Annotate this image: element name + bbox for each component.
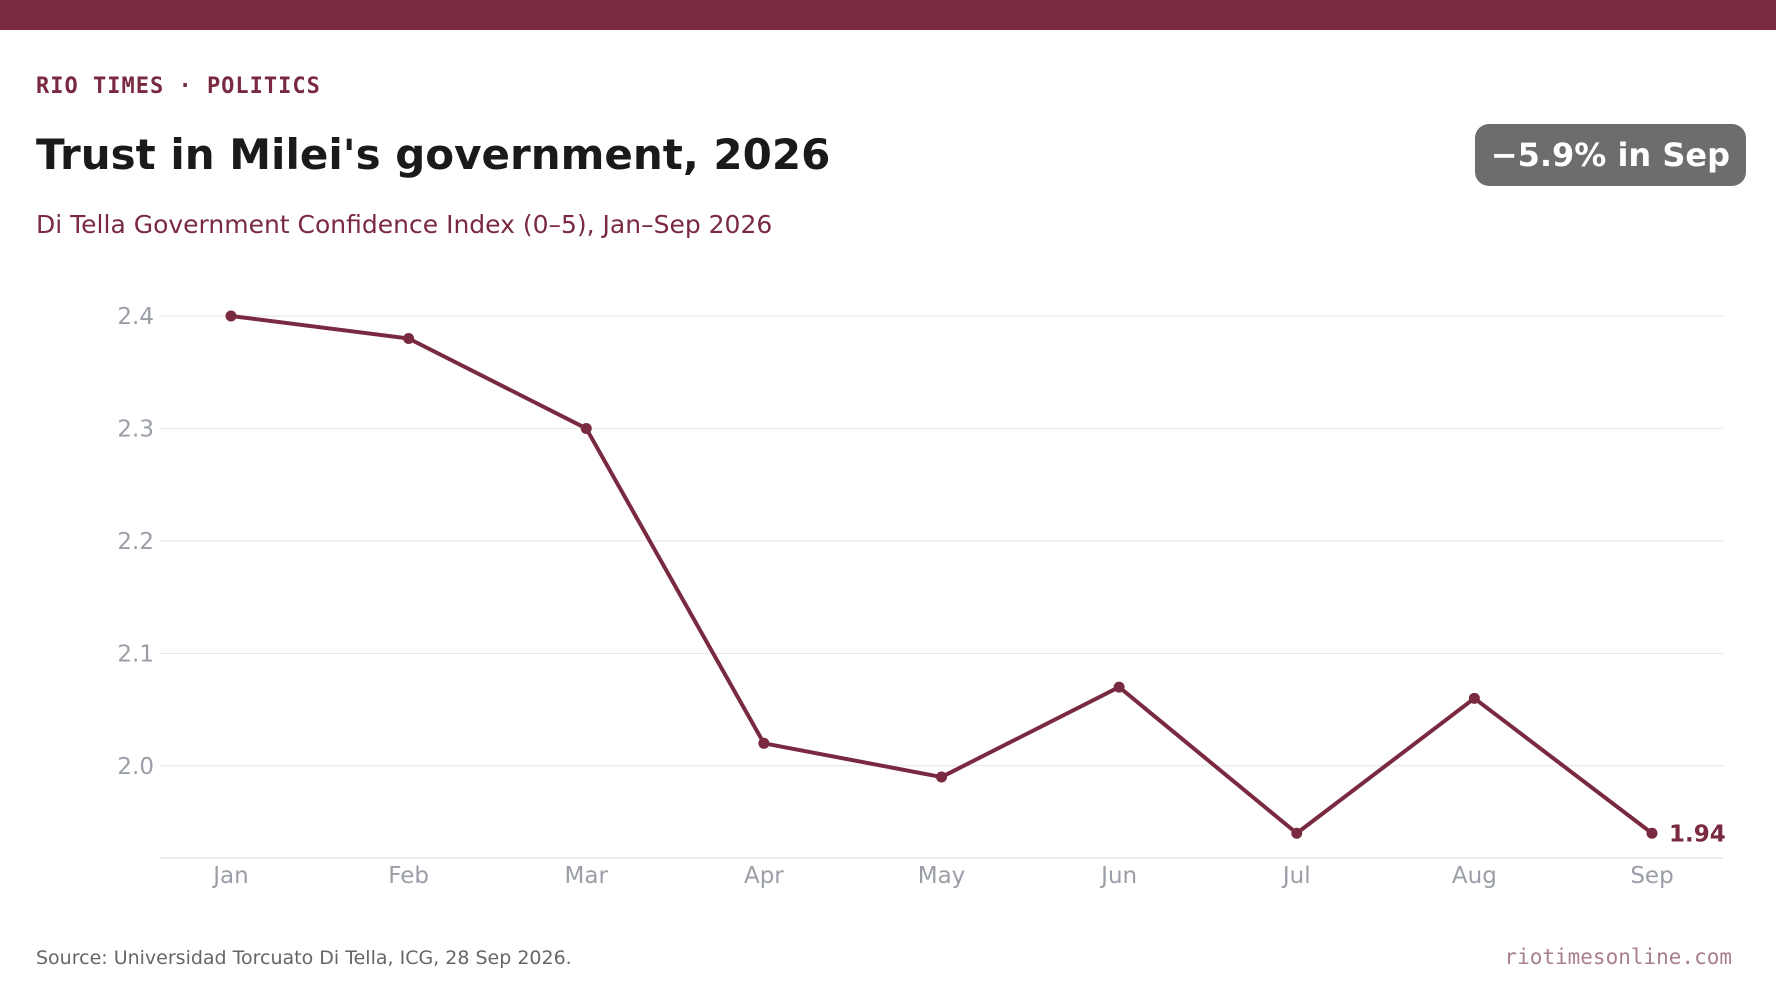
data-point — [1646, 827, 1658, 839]
data-point — [1291, 827, 1303, 839]
data-point — [936, 771, 947, 783]
x-tick-label: Jan — [211, 863, 248, 889]
x-tick-label: Feb — [388, 863, 429, 889]
page-title: Trust in Milei's government, 2026 — [36, 130, 831, 179]
x-tick-label: Mar — [565, 863, 609, 889]
data-point — [403, 332, 415, 344]
series-line — [229, 314, 1654, 836]
data-point — [580, 422, 592, 434]
subtitle: Di Tella Government Confidence Index (0–… — [36, 210, 773, 239]
y-tick-label: 2.4 — [117, 304, 154, 330]
y-tick-label: 2.3 — [117, 416, 154, 442]
x-tick-label: Sep — [1630, 863, 1673, 889]
data-point — [225, 310, 237, 322]
y-tick-label: 2.1 — [117, 641, 154, 667]
top-accent-bar — [0, 0, 1776, 30]
kicker: RIO TIMES · POLITICS — [36, 74, 321, 99]
x-tick-label: Apr — [744, 863, 784, 889]
source-note: Source: Universidad Torcuato Di Tella, I… — [36, 947, 572, 969]
y-tick-label: 2.0 — [117, 754, 154, 780]
y-tick-label: 2.2 — [117, 529, 154, 555]
data-point — [1113, 681, 1125, 693]
last-value-label: 1.94 — [1669, 821, 1726, 847]
data-point — [758, 737, 770, 749]
data-point — [1468, 692, 1480, 704]
x-tick-label: Aug — [1452, 863, 1497, 889]
site-url: riotimesonline.com — [1504, 945, 1732, 969]
x-tick-label: May — [918, 863, 966, 889]
x-tick-label: Jun — [1099, 863, 1137, 889]
x-tick-label: Jul — [1281, 863, 1311, 889]
change-badge: −5.9% in Sep — [1474, 124, 1746, 186]
